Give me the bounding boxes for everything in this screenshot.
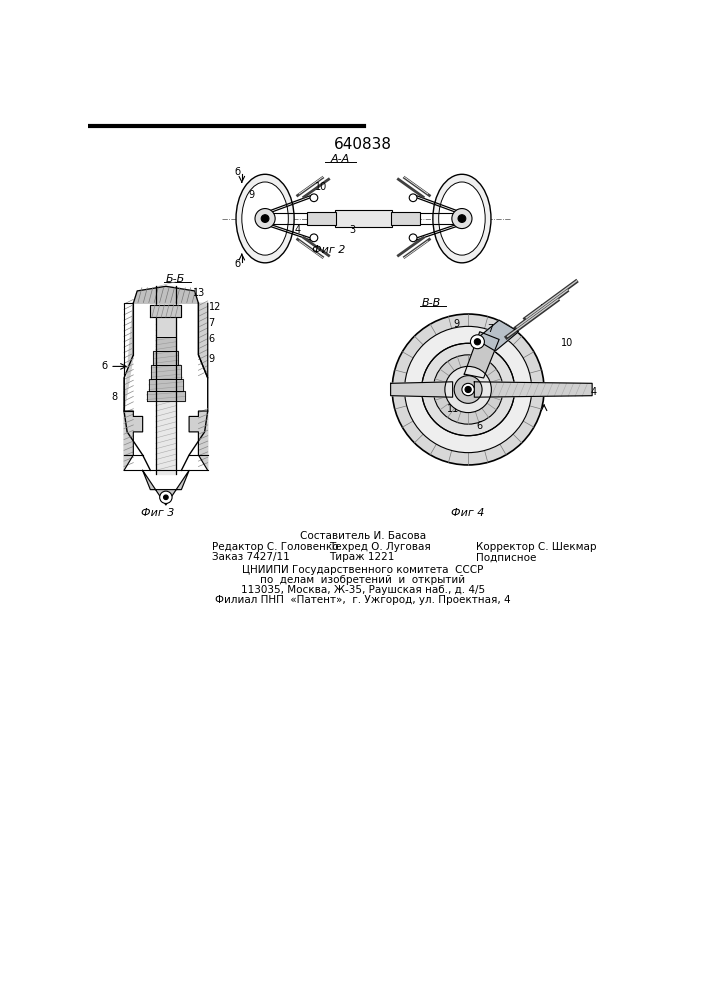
Text: 12: 12 bbox=[209, 302, 221, 312]
Text: б: б bbox=[234, 167, 240, 177]
Circle shape bbox=[310, 194, 317, 202]
Ellipse shape bbox=[242, 182, 288, 255]
Text: 4: 4 bbox=[590, 387, 597, 397]
Circle shape bbox=[404, 326, 532, 453]
Text: по  делам  изобретений  и  открытий: по делам изобретений и открытий bbox=[260, 575, 465, 585]
Text: б: б bbox=[102, 361, 107, 371]
Circle shape bbox=[310, 234, 317, 242]
Ellipse shape bbox=[236, 174, 294, 263]
Circle shape bbox=[409, 234, 417, 242]
Text: б: б bbox=[234, 259, 240, 269]
Circle shape bbox=[462, 383, 474, 396]
Bar bbox=[335, 210, 392, 227]
Polygon shape bbox=[156, 337, 176, 351]
Text: Подписное: Подписное bbox=[476, 552, 536, 562]
Text: 10: 10 bbox=[315, 182, 327, 192]
Text: 6: 6 bbox=[477, 421, 483, 431]
Text: Составитель И. Басова: Составитель И. Басова bbox=[300, 531, 426, 541]
Circle shape bbox=[433, 355, 503, 424]
Text: Техред О. Луговая: Техред О. Луговая bbox=[329, 542, 431, 552]
Circle shape bbox=[458, 215, 466, 222]
Text: Фиг 4: Фиг 4 bbox=[452, 508, 485, 518]
Polygon shape bbox=[199, 303, 208, 378]
Text: 3: 3 bbox=[349, 225, 355, 235]
Circle shape bbox=[465, 386, 472, 393]
Circle shape bbox=[421, 343, 515, 436]
Text: 9: 9 bbox=[209, 354, 215, 364]
Polygon shape bbox=[124, 411, 143, 470]
Text: 11: 11 bbox=[447, 404, 459, 414]
Text: А-А: А-А bbox=[331, 153, 350, 163]
Polygon shape bbox=[464, 332, 499, 378]
Text: ЦНИИПИ Государственного комитета  СССР: ЦНИИПИ Государственного комитета СССР bbox=[242, 565, 484, 575]
Ellipse shape bbox=[438, 182, 485, 255]
Text: 9: 9 bbox=[453, 319, 460, 329]
Text: Заказ 7427/11: Заказ 7427/11 bbox=[212, 552, 290, 562]
Polygon shape bbox=[151, 365, 180, 379]
Polygon shape bbox=[146, 391, 185, 401]
Text: 13: 13 bbox=[193, 288, 205, 298]
Text: Фиг 3: Фиг 3 bbox=[141, 508, 175, 518]
Polygon shape bbox=[474, 382, 592, 397]
Polygon shape bbox=[149, 379, 183, 391]
Text: 113035, Москва, Ж-35, Раушская наб., д. 4/5: 113035, Москва, Ж-35, Раушская наб., д. … bbox=[240, 585, 485, 595]
Polygon shape bbox=[189, 411, 208, 470]
Text: Фиг 2: Фиг 2 bbox=[312, 245, 345, 255]
Circle shape bbox=[409, 194, 417, 202]
Circle shape bbox=[474, 339, 481, 345]
Polygon shape bbox=[476, 320, 518, 351]
Text: 6: 6 bbox=[209, 334, 215, 344]
Circle shape bbox=[452, 209, 472, 229]
Text: 9: 9 bbox=[248, 190, 255, 200]
Polygon shape bbox=[156, 317, 176, 337]
Text: 4: 4 bbox=[295, 225, 300, 235]
Text: 7: 7 bbox=[209, 318, 215, 328]
Circle shape bbox=[163, 495, 168, 500]
Text: В-В: В-В bbox=[421, 298, 441, 308]
Text: 8: 8 bbox=[112, 392, 118, 402]
Circle shape bbox=[160, 491, 172, 503]
Text: Редактор С. Головенко: Редактор С. Головенко bbox=[212, 542, 339, 552]
Text: Б-Б: Б-Б bbox=[166, 274, 185, 284]
Circle shape bbox=[454, 376, 482, 403]
Circle shape bbox=[261, 215, 269, 222]
Bar bbox=[307, 212, 337, 225]
Text: 640838: 640838 bbox=[334, 137, 392, 152]
Polygon shape bbox=[391, 382, 452, 397]
Circle shape bbox=[392, 314, 544, 465]
Text: Тираж 1221: Тираж 1221 bbox=[329, 552, 394, 562]
Circle shape bbox=[445, 366, 491, 413]
Text: Корректор С. Шекмар: Корректор С. Шекмар bbox=[476, 542, 597, 552]
Circle shape bbox=[470, 335, 484, 349]
Polygon shape bbox=[134, 286, 199, 303]
Circle shape bbox=[255, 209, 275, 229]
Text: 10: 10 bbox=[561, 338, 573, 348]
Polygon shape bbox=[151, 305, 182, 317]
Text: 7: 7 bbox=[486, 324, 493, 334]
Polygon shape bbox=[153, 351, 178, 365]
Ellipse shape bbox=[433, 174, 491, 263]
Bar bbox=[391, 212, 420, 225]
Polygon shape bbox=[143, 470, 189, 505]
Text: Филиал ПНП  «Патент»,  г. Ужгород, ул. Проектная, 4: Филиал ПНП «Патент», г. Ужгород, ул. Про… bbox=[215, 595, 510, 605]
Polygon shape bbox=[156, 286, 176, 474]
Polygon shape bbox=[124, 303, 134, 411]
